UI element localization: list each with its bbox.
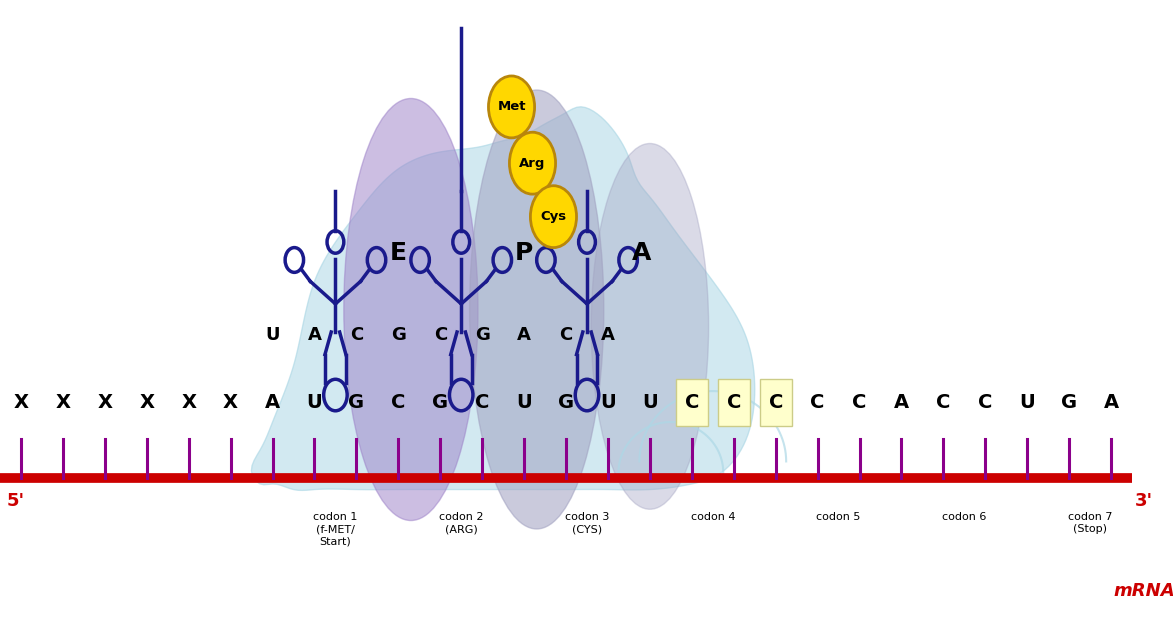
Text: G: G [432, 393, 448, 412]
Text: X: X [223, 393, 238, 412]
Text: codon 5: codon 5 [816, 512, 861, 522]
Text: C: C [936, 393, 950, 412]
Text: C: C [978, 393, 992, 412]
Text: G: G [475, 326, 489, 344]
Text: Cys: Cys [541, 210, 567, 223]
Text: U: U [601, 393, 616, 412]
FancyBboxPatch shape [718, 379, 750, 426]
Text: codon 4: codon 4 [691, 512, 735, 522]
Polygon shape [251, 107, 754, 490]
Text: G: G [1062, 393, 1077, 412]
Text: C: C [350, 326, 362, 344]
Text: 3': 3' [1135, 492, 1153, 511]
Text: X: X [140, 393, 155, 412]
FancyBboxPatch shape [676, 379, 707, 426]
Circle shape [488, 76, 535, 138]
Text: C: C [726, 393, 741, 412]
Text: G: G [348, 393, 365, 412]
Text: Met: Met [497, 100, 526, 113]
Text: C: C [768, 393, 782, 412]
Text: G: G [391, 326, 406, 344]
Text: mRNA: mRNA [1114, 582, 1173, 600]
Text: U: U [306, 393, 323, 412]
Text: C: C [853, 393, 867, 412]
Text: A: A [1104, 393, 1119, 412]
Circle shape [509, 132, 556, 194]
Text: C: C [391, 393, 406, 412]
Text: C: C [434, 326, 447, 344]
Text: E: E [389, 241, 407, 265]
Ellipse shape [591, 144, 708, 509]
Text: X: X [181, 393, 196, 412]
Text: C: C [685, 393, 699, 412]
Text: U: U [642, 393, 658, 412]
Ellipse shape [469, 90, 604, 529]
Text: A: A [632, 241, 651, 265]
Text: G: G [558, 393, 574, 412]
Text: U: U [265, 326, 280, 344]
Text: codon 1
(f-MET/
Start): codon 1 (f-MET/ Start) [313, 512, 358, 547]
Circle shape [530, 186, 576, 248]
Text: C: C [811, 393, 825, 412]
Text: A: A [517, 326, 531, 344]
Text: U: U [516, 393, 533, 412]
FancyBboxPatch shape [760, 379, 792, 426]
Text: A: A [307, 326, 321, 344]
Text: A: A [265, 393, 280, 412]
Text: X: X [55, 393, 70, 412]
Ellipse shape [344, 98, 477, 521]
Text: A: A [894, 393, 909, 412]
Text: codon 2
(ARG): codon 2 (ARG) [439, 512, 483, 534]
Text: codon 7
(Stop): codon 7 (Stop) [1067, 512, 1112, 534]
Text: codon 3
(CYS): codon 3 (CYS) [565, 512, 609, 534]
Text: C: C [560, 326, 572, 344]
Text: U: U [1019, 393, 1035, 412]
Text: C: C [475, 393, 489, 412]
Text: A: A [601, 326, 615, 344]
Text: codon 6: codon 6 [942, 512, 986, 522]
Text: 5': 5' [6, 492, 25, 511]
Text: X: X [97, 393, 113, 412]
Text: Arg: Arg [520, 157, 545, 170]
Text: P: P [515, 241, 534, 265]
Text: X: X [13, 393, 28, 412]
